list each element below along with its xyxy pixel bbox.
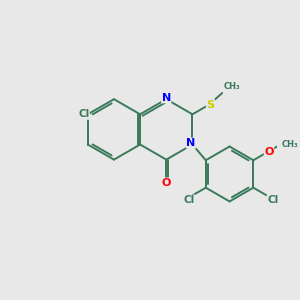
Text: CH₃: CH₃ [282,140,299,149]
Text: O: O [264,147,274,157]
Text: Cl: Cl [267,195,278,205]
Text: Cl: Cl [78,109,89,119]
Text: O: O [162,178,171,188]
Text: Cl: Cl [184,195,195,205]
Text: S: S [206,100,214,110]
Text: N: N [187,138,196,148]
Text: CH₃: CH₃ [224,82,240,91]
Text: N: N [162,93,171,103]
